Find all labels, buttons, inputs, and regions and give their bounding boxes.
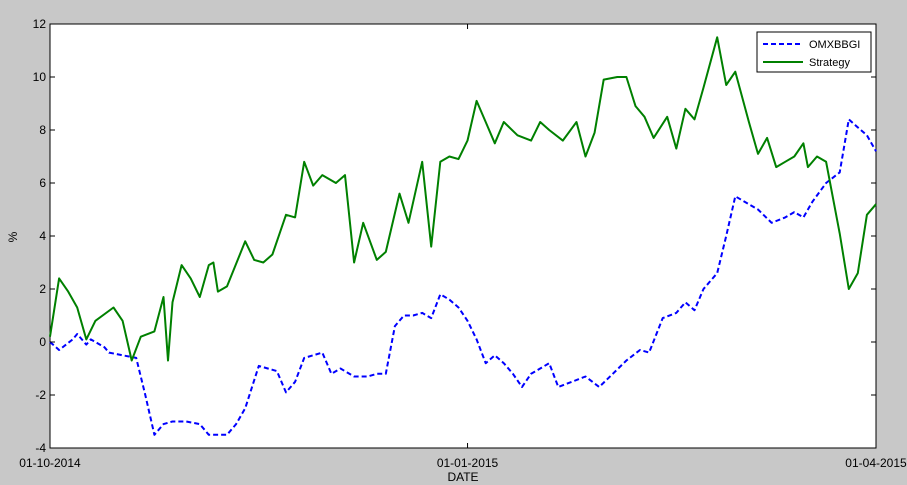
y-tick-label: 10: [33, 70, 47, 84]
y-tick-label: 2: [39, 282, 46, 296]
y-tick-label: 6: [39, 176, 46, 190]
x-tick-label: 01-01-2015: [437, 456, 499, 470]
x-axis: 01-10-2014 01-01-2015 01-04-2015: [19, 24, 907, 470]
legend-label-omxbbgi: OMXBBGI: [809, 39, 860, 51]
legend-box: [756, 31, 872, 73]
y-tick-label: 0: [39, 335, 46, 349]
y-axis-label: %: [6, 231, 20, 242]
series-layer: [49, 36, 877, 436]
x-axis-label: DATE: [447, 470, 478, 484]
y-tick-label: 4: [39, 229, 46, 243]
series-line-strategy: [49, 36, 877, 362]
y-axis: -4 -2 0 2 4 6 8 10 12: [33, 17, 876, 455]
x-tick-label: 01-04-2015: [845, 456, 907, 470]
y-tick-label: -2: [35, 388, 46, 402]
y-tick-label: -4: [35, 441, 46, 455]
y-tick-label: 8: [39, 123, 46, 137]
legend: OMXBBGI Strategy: [756, 31, 872, 73]
legend-label-strategy: Strategy: [809, 57, 850, 69]
series-line-omxbbgi: [49, 118, 877, 436]
x-tick-label: 01-10-2014: [19, 456, 81, 470]
y-tick-label: 12: [33, 17, 47, 31]
plot-area: [49, 23, 877, 449]
